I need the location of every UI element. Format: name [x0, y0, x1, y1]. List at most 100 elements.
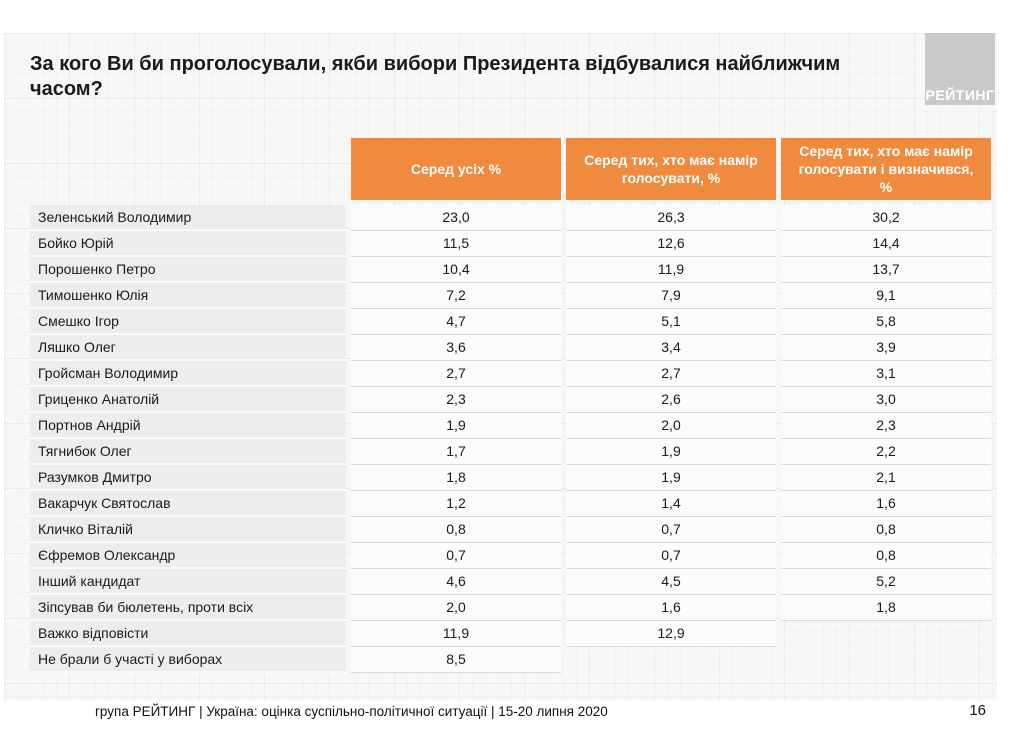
- table-row: Гриценко Анатолій 2,3 2,6 3,0: [30, 387, 991, 413]
- value-cell: 2,2: [781, 439, 991, 465]
- value-cell: [781, 647, 991, 673]
- candidate-name-cell: Тягнибок Олег: [30, 439, 346, 465]
- header-cell-intend-to-vote: Серед тих, хто має намір голосувати, %: [566, 138, 776, 200]
- table-row: Портнов Андрій 1,9 2,0 2,3: [30, 413, 991, 439]
- table-row: Разумков Дмитро 1,8 1,9 2,1: [30, 465, 991, 491]
- candidate-name-cell: Тимошенко Юлія: [30, 283, 346, 309]
- header-spacer-cell: [30, 138, 346, 200]
- value-cell: 7,2: [351, 283, 561, 309]
- value-cell: 3,0: [781, 387, 991, 413]
- candidate-name-cell: Вакарчук Святослав: [30, 491, 346, 517]
- value-cell: 11,5: [351, 231, 561, 257]
- logo-label: РЕЙТИНГ: [925, 87, 995, 103]
- value-cell: 7,9: [566, 283, 776, 309]
- candidate-name-cell: Гриценко Анатолій: [30, 387, 346, 413]
- value-cell: 3,9: [781, 335, 991, 361]
- candidate-name-cell: Не брали б участі у виборах: [30, 647, 346, 673]
- value-cell: 11,9: [566, 257, 776, 283]
- table-row: Ляшко Олег 3,6 3,4 3,9: [30, 335, 991, 361]
- value-cell: 2,3: [781, 413, 991, 439]
- value-cell: 5,1: [566, 309, 776, 335]
- header-cell-among-all: Серед усіх %: [351, 138, 561, 200]
- page-title: За кого Ви би проголосували, якби вибори…: [30, 53, 841, 100]
- value-cell: 3,6: [351, 335, 561, 361]
- table-row: Важко відповісти 11,9 12,9: [30, 621, 991, 647]
- rating-group-logo: РЕЙТИНГ: [925, 33, 995, 105]
- value-cell: 5,2: [781, 569, 991, 595]
- value-cell: 26,3: [566, 205, 776, 231]
- value-cell: 2,6: [566, 387, 776, 413]
- value-cell: 0,7: [351, 543, 561, 569]
- table-row: Тимошенко Юлія 7,2 7,9 9,1: [30, 283, 991, 309]
- footer-source-text: група РЕЙТИНГ | Україна: оцінка суспільн…: [95, 704, 608, 719]
- value-cell: 2,1: [781, 465, 991, 491]
- table-row: Смешко Ігор 4,7 5,1 5,8: [30, 309, 991, 335]
- value-cell: 12,6: [566, 231, 776, 257]
- value-cell: 2,0: [566, 413, 776, 439]
- value-cell: 10,4: [351, 257, 561, 283]
- candidate-name-cell: Гройсман Володимир: [30, 361, 346, 387]
- value-cell: 4,5: [566, 569, 776, 595]
- value-cell: 0,8: [781, 517, 991, 543]
- table-row: Вакарчук Святослав 1,2 1,4 1,6: [30, 491, 991, 517]
- value-cell: 1,6: [781, 491, 991, 517]
- value-cell: 12,9: [566, 621, 776, 647]
- table-row: Не брали б участі у виборах 8,5: [30, 647, 991, 673]
- value-cell: 0,8: [781, 543, 991, 569]
- table-header-row: Серед усіх % Серед тих, хто має намір го…: [30, 138, 991, 200]
- candidate-name-cell: Портнов Андрій: [30, 413, 346, 439]
- value-cell: 3,1: [781, 361, 991, 387]
- value-cell: 4,6: [351, 569, 561, 595]
- value-cell: 14,4: [781, 231, 991, 257]
- value-cell: 13,7: [781, 257, 991, 283]
- table-row: Порошенко Петро 10,4 11,9 13,7: [30, 257, 991, 283]
- candidate-name-cell: Кличко Віталій: [30, 517, 346, 543]
- value-cell: 0,7: [566, 517, 776, 543]
- value-cell: 1,8: [351, 465, 561, 491]
- candidate-name-cell: Зіпсував би бюлетень, проти всіх: [30, 595, 346, 621]
- value-cell: 1,4: [566, 491, 776, 517]
- value-cell: 2,0: [351, 595, 561, 621]
- candidate-name-cell: Бойко Юрій: [30, 231, 346, 257]
- value-cell: 11,9: [351, 621, 561, 647]
- value-cell: 23,0: [351, 205, 561, 231]
- value-cell: 1,8: [781, 595, 991, 621]
- value-cell: [781, 621, 991, 647]
- value-cell: 1,2: [351, 491, 561, 517]
- value-cell: 2,7: [351, 361, 561, 387]
- candidate-name-cell: Смешко Ігор: [30, 309, 346, 335]
- value-cell: 0,7: [566, 543, 776, 569]
- value-cell: 1,7: [351, 439, 561, 465]
- candidate-name-cell: Ляшко Олег: [30, 335, 346, 361]
- value-cell: 9,1: [781, 283, 991, 309]
- value-cell: 3,4: [566, 335, 776, 361]
- value-cell: 30,2: [781, 205, 991, 231]
- header-cell-decided: Серед тих, хто має намір голосувати і ви…: [781, 138, 991, 200]
- table-row: Гройсман Володимир 2,7 2,7 3,1: [30, 361, 991, 387]
- table-row: Бойко Юрій 11,5 12,6 14,4: [30, 231, 991, 257]
- value-cell: 1,9: [566, 465, 776, 491]
- page-number: 16: [969, 702, 986, 719]
- value-cell: 1,6: [566, 595, 776, 621]
- value-cell: 2,3: [351, 387, 561, 413]
- value-cell: 0,8: [351, 517, 561, 543]
- value-cell: 8,5: [351, 647, 561, 673]
- table-row: Зеленський Володимир 23,0 26,3 30,2: [30, 205, 991, 231]
- table-body: Зеленський Володимир 23,0 26,3 30,2 Бойко Юр…: [30, 205, 991, 673]
- candidate-name-cell: Єфремов Олександр: [30, 543, 346, 569]
- candidate-name-cell: Разумков Дмитро: [30, 465, 346, 491]
- value-cell: 2,7: [566, 361, 776, 387]
- value-cell: 1,9: [351, 413, 561, 439]
- table-row: Тягнибок Олег 1,7 1,9 2,2: [30, 439, 991, 465]
- value-cell: 4,7: [351, 309, 561, 335]
- table-row: Кличко Віталій 0,8 0,7 0,8: [30, 517, 991, 543]
- table-row: Зіпсував би бюлетень, проти всіх 2,0 1,6 1,…: [30, 595, 991, 621]
- value-cell: 1,9: [566, 439, 776, 465]
- table-row: Інший кандидат 4,6 4,5 5,2: [30, 569, 991, 595]
- value-cell: 5,8: [781, 309, 991, 335]
- candidate-name-cell: Порошенко Петро: [30, 257, 346, 283]
- value-cell: [566, 647, 776, 673]
- candidate-name-cell: Інший кандидат: [30, 569, 346, 595]
- candidate-name-cell: Зеленський Володимир: [30, 205, 346, 231]
